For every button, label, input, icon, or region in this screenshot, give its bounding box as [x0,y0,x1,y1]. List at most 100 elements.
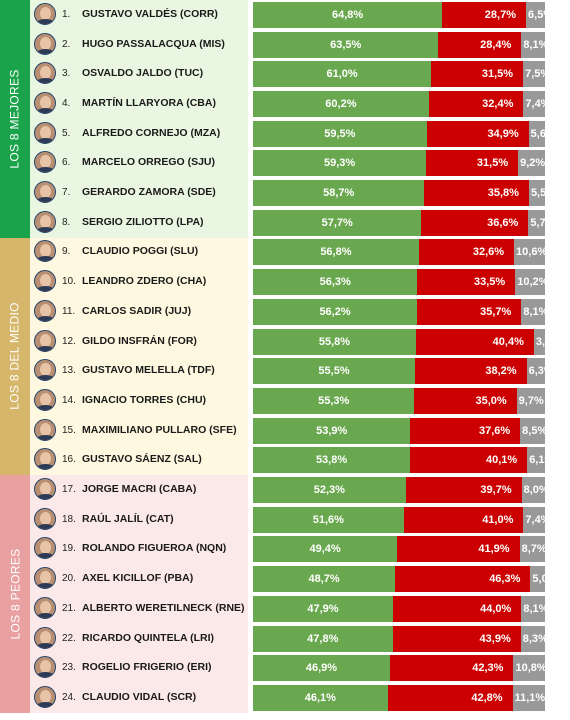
bar-segment-disapprove: 41,0% [403,506,524,533]
avatar-face [40,541,51,555]
governor-name: MARCELO ORREGO (SJU) [82,156,216,169]
rank-number: 2. [62,38,71,50]
governor-name: IGNACIO TORRES (CHU) [82,393,207,406]
governor-name: MAXIMILIANO PULLARO (SFE) [82,423,237,436]
bar-segment-undecided: 6,5% [526,1,545,28]
bar-segment-approve: 53,9% [253,417,411,444]
bar-value-label: 47,8% [307,632,339,645]
bar-segment-approve: 56,3% [253,269,418,296]
bar-segment-undecided: 10,2% [515,269,545,296]
rank-number: 6. [62,157,71,169]
avatar-body [36,167,55,173]
bar-value-label: 10,2% [517,276,545,289]
governor-name: SERGIO ZILIOTTO (LPA) [82,215,204,228]
rank-number: 14. [62,394,76,406]
avatar [34,596,56,619]
rank-number: 13. [62,365,76,377]
bar-value-label: 28,7% [484,8,516,21]
rank-number: 24. [62,691,76,703]
bar-segment-disapprove: 39,7% [405,477,522,503]
avatar-body [36,107,55,113]
bar-segment-approve: 59,5% [253,120,427,147]
avatar-body [36,137,55,143]
governor-name: CLAUDIO VIDAL (SCR) [82,690,197,703]
bar-value-label: 40,1% [485,454,518,467]
bar-value-label: 35,8% [487,187,519,199]
avatar-face [40,244,51,258]
avatar-face [40,214,51,228]
avatar-body [36,78,55,84]
bar-value-label: 49,4% [309,543,341,556]
avatar-face [40,363,51,377]
rank-number: 11. [62,305,76,317]
bar-value-label: 8,3% [522,632,545,645]
bar-segment-disapprove: 32,4% [428,90,524,117]
avatar-body [36,404,55,410]
bar-segment-disapprove: 35,0% [414,387,517,414]
avatar-face [40,689,51,703]
bar-segment-undecided: 10,8% [513,655,545,682]
bar-segment-approve: 57,7% [253,209,422,236]
governor-name: CARLOS SADIR (JUJ) [82,304,192,317]
bar-value-label: 39,7% [480,484,512,496]
bar-segment-undecided: 5,0% [530,566,545,593]
bar-value-label: 33,5% [474,276,506,289]
bar-segment-disapprove: 32,6% [418,239,515,266]
bar-value-label: 46,9% [305,662,338,675]
bar-segment-undecided: 5,7% [528,209,545,236]
bar-segment-approve: 46,9% [253,655,390,682]
governor-name: ROGELIO FRIGERIO (ERI) [82,661,212,674]
avatar-body [36,375,55,381]
governor-name: OSVALDO JALDO (TUC) [82,67,204,80]
rank-number: 5. [62,127,71,139]
bar-value-label: 38,2% [485,365,517,378]
governor-name: HUGO PASSALACQUA (MIS) [82,37,225,50]
bar-value-label: 41,9% [478,543,510,556]
avatar [34,656,56,679]
bar-value-label: 52,3% [313,484,345,496]
bar-segment-disapprove: 31,5% [426,150,519,177]
bar-value-label: 56,2% [319,305,351,318]
avatar [34,329,56,352]
table-row: 3. OSVALDO JALDO (TUC) 61,0% 31,5% 7,5% [0,61,570,88]
governor-name: GILDO INSFRÁN (FOR) [82,334,197,347]
bar-segment-approve: 64,8% [253,1,443,28]
bar-segment-approve: 46,1% [253,684,388,711]
bar-segment-disapprove: 35,7% [417,298,522,325]
avatar-body [36,701,55,707]
avatar-body [36,345,55,351]
table-row: 17. JORGE MACRI (CABA) 52,3% 39,7% 8,0% [0,477,570,503]
bar-segment-undecided: 10,6% [514,239,545,266]
bar-value-label: 37,6% [478,424,511,437]
avatar-body [36,612,55,618]
bar-value-label: 8,7% [521,543,545,556]
bar-segment-disapprove: 44,0% [392,595,522,622]
rank-number: 8. [62,216,71,228]
bar-segment-approve: 56,2% [253,298,418,325]
group-tab-peores: LOS 8 PEORES [0,475,30,713]
rank-number: 4. [62,97,71,109]
avatar-face [40,660,51,674]
bar-segment-approve: 47,9% [253,595,393,622]
avatar [34,299,56,322]
bar-value-label: 42,3% [472,662,504,675]
bar-segment-undecided: 8,0% [521,477,545,503]
bar-segment-undecided: 5,5% [528,180,545,206]
bar-value-label: 59,3% [323,157,356,170]
rank-number: 7. [62,187,71,198]
avatar [34,626,56,649]
bar-segment-approve: 61,0% [253,61,432,88]
bar-segment-approve: 60,2% [253,90,429,117]
avatar-face [40,511,51,525]
governor-name: GUSTAVO VALDÉS (CORR) [82,7,218,20]
bar-value-label: 7,4% [525,97,545,110]
bar-segment-undecided: 8,7% [519,536,545,563]
avatar [34,507,56,530]
table-row: 4. MARTÍN LLARYORA (CBA) 60,2% 32,4% 7,4% [0,90,570,117]
bar-value-label: 31,5% [476,157,509,170]
avatar-body [36,642,55,648]
avatar-face [40,66,51,80]
avatar [34,121,56,144]
governor-name: ALFREDO CORNEJO (MZA) [82,126,221,139]
bar-value-label: 8,1% [523,602,545,615]
